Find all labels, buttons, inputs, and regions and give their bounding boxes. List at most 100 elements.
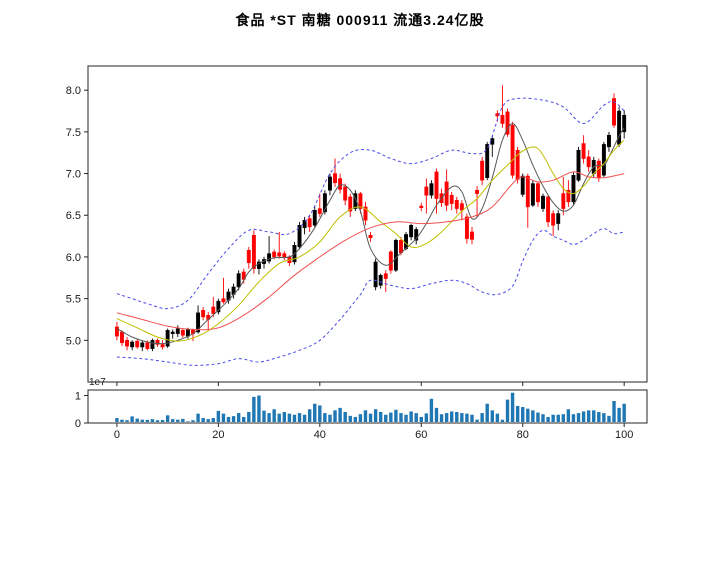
volume-bar xyxy=(556,414,560,422)
candle xyxy=(581,135,586,164)
candle xyxy=(490,136,495,157)
candle xyxy=(312,206,317,228)
volume-bar xyxy=(247,412,251,422)
candle xyxy=(130,340,135,351)
candle xyxy=(409,223,414,241)
candle xyxy=(505,108,510,137)
candle xyxy=(236,270,241,291)
volume-bar xyxy=(546,416,550,422)
volume-bar xyxy=(292,414,297,422)
candle xyxy=(262,256,266,269)
volume-bar xyxy=(465,413,469,422)
volume-bar xyxy=(460,413,464,422)
volume-bar xyxy=(515,405,520,422)
volume-bar xyxy=(586,410,591,422)
volume-bar xyxy=(531,410,535,422)
candle xyxy=(333,158,337,187)
x-tick-label: 100 xyxy=(615,429,633,441)
candle xyxy=(551,210,556,237)
volume-bar xyxy=(429,398,434,422)
volume-bar xyxy=(373,409,378,422)
volume-bar xyxy=(348,415,352,422)
candle xyxy=(155,338,160,347)
volume-bar xyxy=(201,418,205,422)
overlay-lines xyxy=(116,97,625,366)
candle xyxy=(601,141,606,177)
volume-bar xyxy=(581,411,586,422)
volume-bar xyxy=(145,419,150,422)
volume-bar xyxy=(150,419,155,422)
candle xyxy=(221,277,226,304)
candle xyxy=(607,131,611,152)
chart-title: 食品 *ST 南糖 000911 流通3.24亿股 xyxy=(235,12,485,28)
volume-bar xyxy=(343,412,347,422)
volume-bar xyxy=(495,413,500,422)
candle xyxy=(383,270,388,292)
volume-bar xyxy=(439,414,444,422)
volume-bar xyxy=(409,411,413,422)
candle xyxy=(302,216,307,235)
volume-bar xyxy=(612,401,616,422)
candle xyxy=(348,193,353,217)
candle xyxy=(246,246,251,269)
x-tick-label: 0 xyxy=(114,429,120,441)
volume-bar xyxy=(505,399,510,422)
volume-bar xyxy=(277,413,281,422)
volume-bar xyxy=(500,419,505,422)
volume-bar xyxy=(176,419,180,422)
volume-bar xyxy=(510,392,515,422)
candle xyxy=(500,85,505,128)
volume-bar xyxy=(155,420,160,422)
candle xyxy=(393,238,398,272)
candle xyxy=(211,296,216,317)
volume-bar xyxy=(597,412,601,422)
volume-bar xyxy=(384,414,388,422)
volume-bar xyxy=(186,421,190,422)
volume-bar xyxy=(302,414,307,422)
volume-bar xyxy=(434,407,439,422)
volume-bar xyxy=(404,414,408,422)
candle xyxy=(307,215,312,232)
candle xyxy=(414,226,419,245)
candle xyxy=(368,231,373,242)
candle xyxy=(470,226,474,245)
x-tick-label: 80 xyxy=(517,429,529,441)
candle xyxy=(622,110,627,139)
candle xyxy=(165,328,170,348)
x-tick-label: 20 xyxy=(212,429,224,441)
volume-bar xyxy=(165,415,170,422)
price-tick-label: 8.0 xyxy=(66,85,81,97)
volume-bar xyxy=(419,416,423,422)
volume-bar xyxy=(607,415,611,422)
volume-bar xyxy=(399,413,403,422)
candle xyxy=(135,338,140,349)
price-tick-label: 7.5 xyxy=(66,127,81,139)
volume-bar xyxy=(191,420,195,422)
candle xyxy=(297,221,302,250)
volume-bar xyxy=(282,412,287,422)
volume-bar xyxy=(378,412,383,422)
candle xyxy=(180,328,185,338)
volume-bar xyxy=(485,403,489,422)
candle xyxy=(480,156,485,186)
volume-bar xyxy=(470,414,474,422)
candle xyxy=(170,329,175,339)
candle xyxy=(216,298,221,315)
volume-bar xyxy=(592,410,596,422)
volume-bar xyxy=(115,418,119,422)
volume-bar xyxy=(566,409,571,422)
candle xyxy=(175,325,180,337)
volume-bar xyxy=(602,413,606,422)
candle xyxy=(317,193,322,217)
candle xyxy=(515,146,520,184)
volume-bar xyxy=(140,419,144,422)
candle xyxy=(617,106,622,147)
volume-bar xyxy=(257,395,261,422)
ma-slow-line xyxy=(116,171,625,331)
volume-bar xyxy=(120,419,124,422)
volume-bar xyxy=(328,414,332,422)
volume-bar xyxy=(313,403,317,422)
